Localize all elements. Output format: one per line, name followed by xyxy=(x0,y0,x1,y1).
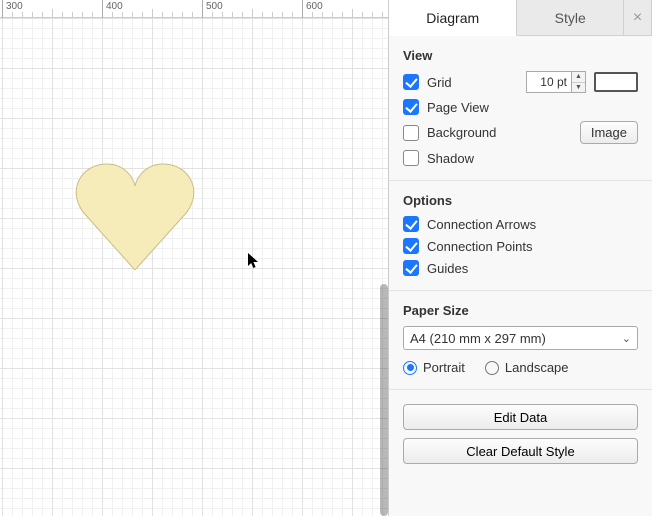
tab-close[interactable]: × xyxy=(624,0,652,35)
view-heading: View xyxy=(403,48,638,63)
background-label: Background xyxy=(427,125,496,140)
canvas-area[interactable]: 300400500600 xyxy=(0,0,388,516)
section-view: View Grid 10 pt ▲▼ Page View Background … xyxy=(389,36,652,181)
image-button[interactable]: Image xyxy=(580,121,638,144)
landscape-radio[interactable] xyxy=(485,361,499,375)
cursor-icon xyxy=(247,252,261,270)
grid-label: Grid xyxy=(427,75,452,90)
connection-points-checkbox[interactable] xyxy=(403,238,419,254)
connection-arrows-checkbox[interactable] xyxy=(403,216,419,232)
connection-points-label: Connection Points xyxy=(427,239,533,254)
paper-size-select[interactable]: A4 (210 mm x 297 mm) ⌄ xyxy=(403,326,638,350)
grid-size-stepper[interactable]: ▲▼ xyxy=(572,71,586,93)
options-heading: Options xyxy=(403,193,638,208)
paper-size-value: A4 (210 mm x 297 mm) xyxy=(410,331,546,346)
chevron-down-icon: ⌄ xyxy=(622,332,631,345)
page-view-checkbox[interactable] xyxy=(403,99,419,115)
background-checkbox[interactable] xyxy=(403,125,419,141)
edit-data-button[interactable]: Edit Data xyxy=(403,404,638,430)
portrait-radio[interactable] xyxy=(403,361,417,375)
drawing-canvas[interactable] xyxy=(0,18,388,516)
stepper-down-icon[interactable]: ▼ xyxy=(572,83,585,93)
page-view-label: Page View xyxy=(427,100,489,115)
paper-size-heading: Paper Size xyxy=(403,303,638,318)
grid-color-swatch[interactable] xyxy=(594,72,638,92)
section-paper-size: Paper Size A4 (210 mm x 297 mm) ⌄ Portra… xyxy=(389,291,652,390)
ruler-horizontal: 300400500600 xyxy=(0,0,388,18)
connection-arrows-label: Connection Arrows xyxy=(427,217,536,232)
guides-checkbox[interactable] xyxy=(403,260,419,276)
portrait-label: Portrait xyxy=(423,360,465,375)
grid-size-input[interactable]: 10 pt xyxy=(526,71,572,93)
heart-shape[interactable] xyxy=(75,160,195,270)
tab-style[interactable]: Style xyxy=(517,0,624,35)
tab-diagram[interactable]: Diagram xyxy=(389,0,517,36)
side-panel: Diagram Style × View Grid 10 pt ▲▼ Page … xyxy=(388,0,652,516)
shadow-label: Shadow xyxy=(427,151,474,166)
guides-label: Guides xyxy=(427,261,468,276)
shadow-checkbox[interactable] xyxy=(403,150,419,166)
panel-tabs: Diagram Style × xyxy=(389,0,652,36)
section-options: Options Connection Arrows Connection Poi… xyxy=(389,181,652,291)
stepper-up-icon[interactable]: ▲ xyxy=(572,72,585,83)
clear-default-style-button[interactable]: Clear Default Style xyxy=(403,438,638,464)
scrollbar-vertical[interactable] xyxy=(380,284,388,516)
landscape-label: Landscape xyxy=(505,360,569,375)
section-buttons: Edit Data Clear Default Style xyxy=(389,390,652,478)
grid-checkbox[interactable] xyxy=(403,74,419,90)
